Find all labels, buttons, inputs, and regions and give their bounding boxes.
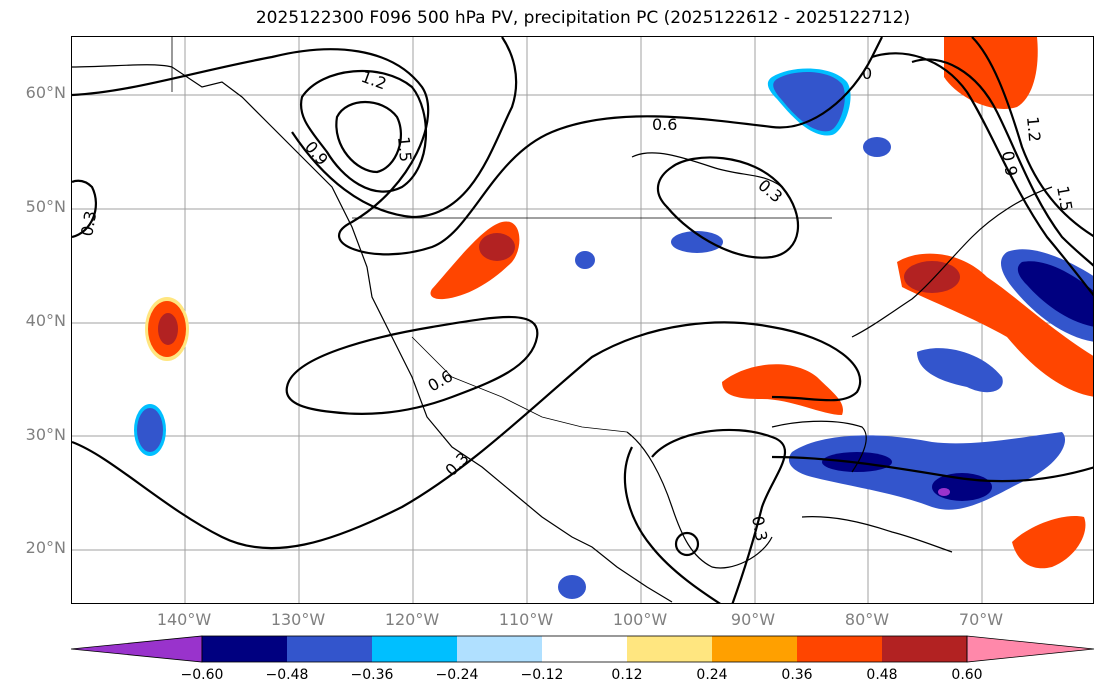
lon-label-100w: 100°W xyxy=(612,610,668,629)
contour-0-3-gulf xyxy=(651,428,786,603)
colorbar-bin-2 xyxy=(287,636,372,662)
precip-caribbean-orange xyxy=(1012,516,1086,569)
colorbar-bin-8 xyxy=(797,636,882,662)
contour-caribbean xyxy=(771,455,1093,483)
colorbar-tick: −0.24 xyxy=(435,667,479,683)
precip-gulf-blue xyxy=(788,432,1066,510)
contour-label-0-9: 0.9 xyxy=(301,137,332,169)
contour-0-9-east xyxy=(871,52,1093,297)
colorbar-outline xyxy=(201,635,968,663)
lat-label-30n: 30°N xyxy=(25,425,66,444)
lon-label-120w: 120°W xyxy=(384,610,440,629)
colorbar-tick: −0.60 xyxy=(180,667,224,683)
lon-label-70w: 70°W xyxy=(958,610,1004,629)
contour-0-6-southwest xyxy=(285,315,539,415)
lat-label-50n: 50°N xyxy=(25,197,66,216)
precip-pacific-red xyxy=(158,313,178,345)
colorbar-tick: −0.12 xyxy=(520,667,564,683)
precip-canada-blue xyxy=(773,72,845,132)
precip-bahamas-navy xyxy=(932,473,992,501)
precip-lakes-blue xyxy=(671,231,723,253)
map-canvas: 1.2 1.5 0.9 0.3 0.6 0.3 0.9 1.2 1.5 0 0.… xyxy=(72,37,1093,603)
contour-label-0-9-east: 0.9 xyxy=(998,149,1021,177)
colorbar-bin-9 xyxy=(882,636,967,662)
hudson-bay-coast xyxy=(631,152,783,188)
contour-label-0: 0 xyxy=(862,64,872,83)
contour-0-3-west xyxy=(72,179,97,239)
colorbar-bin-6 xyxy=(627,636,712,662)
colorbar-tick: 0.48 xyxy=(866,667,898,683)
map-title: 2025122300 F096 500 hPa PV, precipitatio… xyxy=(255,8,911,28)
precip-labrador-orange xyxy=(944,37,1038,109)
contour-0-3-south xyxy=(72,321,862,550)
precip-se-orange xyxy=(722,364,843,415)
colorbar-bin-1 xyxy=(202,636,287,662)
east-coast xyxy=(851,186,1053,338)
us-mexico-border xyxy=(411,336,628,433)
lon-label-140w: 140°W xyxy=(156,610,212,629)
borders xyxy=(171,37,832,433)
lon-label-80w: 80°W xyxy=(844,610,890,629)
lat-label-60n: 60°N xyxy=(25,83,66,102)
colorbar-tick: 0.36 xyxy=(781,667,813,683)
colorbar-tick: 0.12 xyxy=(611,667,643,683)
colorbar xyxy=(71,635,1095,663)
contour-1-2-east xyxy=(911,58,1093,267)
precip-plains-blue xyxy=(575,251,595,269)
contour-1-5 xyxy=(335,100,402,174)
colorbar-tick: −0.48 xyxy=(265,667,309,683)
coastlines xyxy=(72,64,1053,603)
precip-ne-red xyxy=(904,261,960,293)
precip-nw-red xyxy=(479,233,515,261)
colorbar-bin-3 xyxy=(372,636,457,662)
florida-coast xyxy=(771,420,867,473)
contour-closed-gulf xyxy=(674,531,700,557)
contour-label-0-3-gulf: 0.3 xyxy=(748,514,771,542)
contour-0-3-mexico xyxy=(623,446,721,603)
contour-0-9-nw xyxy=(291,37,518,219)
colorbar-tick: 0.24 xyxy=(696,667,728,683)
precip-pacific-neg xyxy=(137,408,163,452)
contour-1-5-east xyxy=(971,37,1093,238)
lon-label-130w: 130°W xyxy=(270,610,326,629)
map-panel[interactable]: 1.2 1.5 0.9 0.3 0.6 0.3 0.9 1.2 1.5 0 0.… xyxy=(71,36,1094,604)
colorbar-tick: −0.36 xyxy=(350,667,394,683)
contour-label-0-6-sw: 0.6 xyxy=(425,366,457,395)
pv-contours xyxy=(72,37,1093,603)
colorbar-tick: 0.60 xyxy=(951,667,983,683)
colorbar-extend-low xyxy=(71,635,203,663)
colorbar-bin-7 xyxy=(712,636,797,662)
lon-label-90w: 90°W xyxy=(730,610,776,629)
contour-label-0-3-lakes: 0.3 xyxy=(754,176,786,207)
precip-bahamas-purple xyxy=(938,488,950,496)
colorbar-extend-high xyxy=(966,635,1095,663)
precip-nw-orange xyxy=(430,221,520,300)
cuba-coast xyxy=(801,516,953,553)
precip-midatlantic-blue xyxy=(917,348,1003,393)
contour-1-2 xyxy=(299,69,427,193)
contour-label-1-2: 1.2 xyxy=(359,67,389,94)
colorbar-bin-5 xyxy=(542,636,627,662)
contour-label-0-3-west: 0.3 xyxy=(77,209,100,237)
gulf-coast xyxy=(626,431,773,569)
lon-label-110w: 110°W xyxy=(498,610,554,629)
precip-shading xyxy=(134,37,1093,599)
contour-0-6-north xyxy=(72,37,883,256)
contour-label-1-5: 1.5 xyxy=(394,136,415,163)
colorbar-bin-4 xyxy=(457,636,542,662)
precip-mexico-blue xyxy=(558,575,586,599)
lat-label-40n: 40°N xyxy=(25,311,66,330)
west-coast xyxy=(72,64,673,603)
contour-label-0-3-south: 0.3 xyxy=(441,448,472,479)
contour-label-1-5-east: 1.5 xyxy=(1053,184,1076,212)
precip-atlantic-navy xyxy=(1017,261,1093,327)
contour-label-1-2-east: 1.2 xyxy=(1023,116,1044,143)
contour-label-0-6-north: 0.6 xyxy=(652,115,677,134)
precip-canada-blue-small xyxy=(863,137,891,157)
lat-label-20n: 20°N xyxy=(25,538,66,557)
contour-0-3-lakes xyxy=(656,156,800,259)
